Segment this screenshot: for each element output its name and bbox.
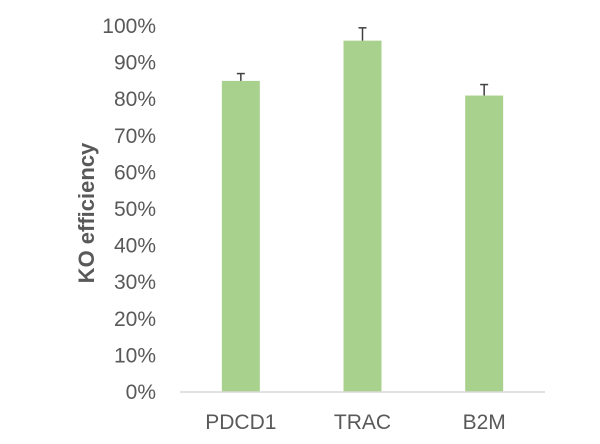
y-tick-label: 20% <box>114 308 156 331</box>
y-tick-label: 60% <box>114 161 156 184</box>
y-tick-label: 30% <box>114 271 156 294</box>
bar-trac <box>343 40 382 392</box>
x-tick-label-trac: TRAC <box>334 411 391 434</box>
x-axis-tick-labels: PDCD1 TRAC B2M <box>205 411 506 434</box>
y-tick-label: 80% <box>114 88 156 111</box>
x-tick-label-b2m: B2M <box>463 411 506 434</box>
bar-b2m <box>465 95 504 392</box>
x-tick-label-pdcd1: PDCD1 <box>205 411 276 434</box>
bar-pdcd1 <box>221 80 260 393</box>
y-axis-tick-labels: 0% 10% 20% 30% 40% 50% 60% 70% 80% 90% 100% <box>102 15 156 404</box>
y-tick-label: 0% <box>126 381 156 404</box>
y-tick-label: 100% <box>102 15 156 38</box>
y-tick-label: 40% <box>114 235 156 258</box>
y-tick-label: 70% <box>114 125 156 148</box>
y-tick-label: 90% <box>114 52 156 75</box>
y-tick-label: 10% <box>114 344 156 367</box>
y-axis-title: KO efficiency <box>74 142 99 283</box>
bar-series <box>221 40 504 393</box>
y-tick-label: 50% <box>114 198 156 221</box>
error-bars <box>236 27 489 96</box>
